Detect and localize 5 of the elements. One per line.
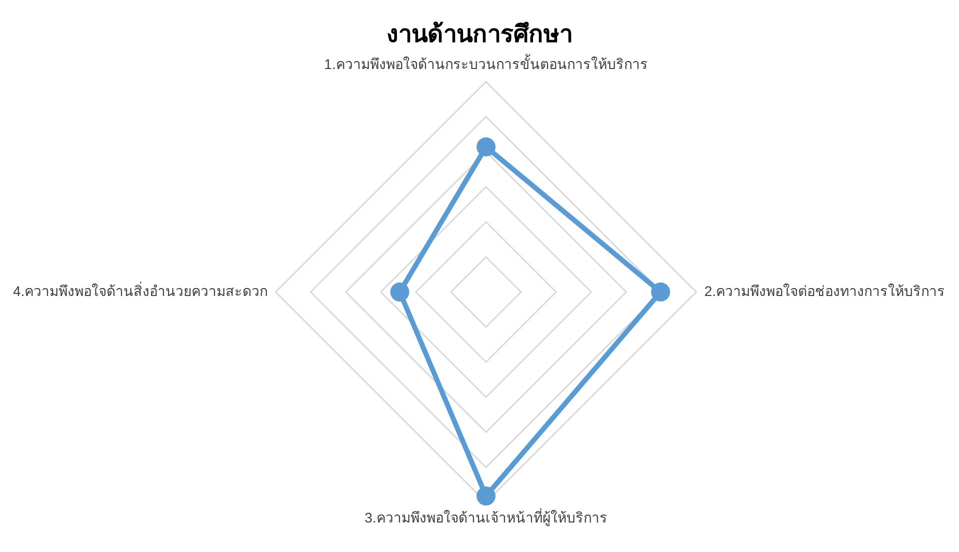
spoke-label: 4.ความพึงพอใจด้านสิ่งอำนวยความสะดวก xyxy=(12,282,268,299)
spoke-label: 1.ความพึงพอใจด้านกระบวนการขั้นตอนการให้บริการ xyxy=(324,54,648,72)
spoke-label: 2.ความพึงพอใจต่อช่องทางการให้บริการ xyxy=(704,282,946,299)
spoke-label: 3.ความพึงพอใจด้านเจ้าหน้าที่ผู้ให้บริการ xyxy=(364,508,608,527)
chart-title: งานด้านการศึกษา xyxy=(386,20,574,48)
